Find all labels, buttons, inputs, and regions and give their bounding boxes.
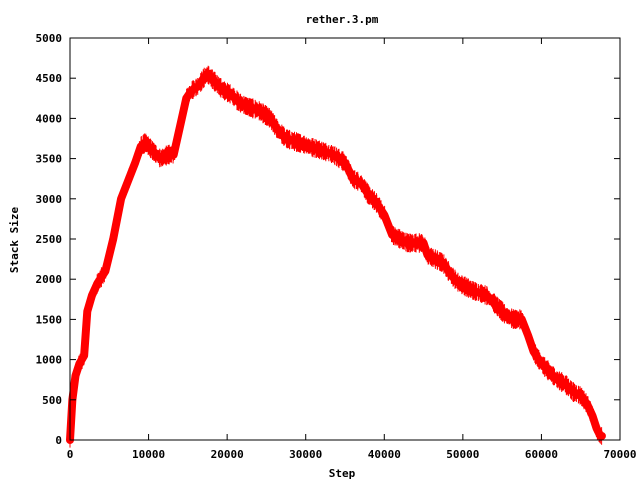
data-point	[149, 147, 156, 154]
data-point	[72, 372, 79, 379]
x-tick-label: 40000	[368, 448, 401, 461]
y-tick-label: 4500	[36, 72, 63, 85]
data-point	[294, 139, 301, 146]
x-tick-label: 10000	[132, 448, 165, 461]
data-point	[283, 135, 290, 142]
data-point	[432, 256, 439, 263]
data-point	[577, 392, 584, 399]
data-point	[306, 143, 313, 150]
y-tick-label: 2500	[36, 233, 63, 246]
data-point	[538, 360, 545, 367]
data-point	[471, 288, 478, 295]
data-point	[584, 400, 590, 407]
data-point	[94, 280, 101, 287]
data-point	[593, 424, 600, 431]
data-point	[76, 360, 83, 367]
x-tick-label: 30000	[289, 448, 322, 461]
x-tick-label: 50000	[446, 448, 479, 461]
y-tick-label: 0	[55, 434, 62, 447]
data-point	[142, 139, 149, 146]
y-tick-label: 1000	[36, 354, 63, 367]
y-tick-label: 3500	[36, 153, 63, 166]
data-point	[495, 304, 502, 311]
data-point	[212, 79, 219, 86]
data-point	[598, 432, 605, 439]
data-point	[448, 272, 455, 279]
data-point	[342, 159, 348, 166]
data-point	[183, 95, 190, 102]
data-point	[503, 312, 510, 319]
data-point	[177, 123, 183, 130]
y-tick-label: 2000	[36, 273, 63, 286]
data-point	[562, 380, 568, 387]
y-tick-label: 5000	[36, 32, 63, 45]
x-tick-label: 20000	[211, 448, 244, 461]
data-point	[463, 284, 470, 291]
data-point	[381, 211, 388, 218]
data-point	[170, 151, 177, 158]
data-point	[204, 71, 211, 78]
series-layer	[66, 65, 606, 448]
ticks-layer: 0 10000 20000 30000 40000 50000 60000 70000 0 500…	[36, 32, 637, 461]
data-point	[424, 252, 431, 259]
data-point	[110, 236, 117, 242]
data-point	[89, 292, 95, 299]
series-0	[66, 65, 606, 448]
data-point	[420, 240, 427, 247]
x-tick-label: 70000	[603, 448, 636, 461]
data-point	[349, 175, 356, 182]
data-point	[397, 236, 403, 242]
data-point	[365, 191, 372, 198]
data-point	[118, 195, 125, 202]
y-tick-label: 3000	[36, 193, 63, 206]
data-point	[243, 103, 250, 110]
data-point	[404, 240, 411, 247]
data-point	[275, 127, 282, 134]
data-point	[357, 179, 364, 186]
y-axis-label: Stack Size	[8, 207, 21, 274]
data-point	[137, 143, 144, 150]
data-point	[483, 292, 490, 299]
data-point	[389, 231, 396, 238]
data-point	[81, 352, 88, 359]
data-point	[220, 87, 227, 94]
data-point	[102, 268, 109, 275]
data-point	[530, 348, 537, 355]
data-point	[546, 368, 553, 375]
y-tick-label: 4000	[36, 112, 63, 125]
data-point	[373, 199, 380, 206]
data-point	[525, 332, 532, 339]
data-point	[569, 388, 576, 395]
y-tick-label: 1500	[36, 313, 63, 326]
data-point	[330, 151, 337, 158]
data-point	[455, 280, 462, 287]
data-point	[125, 175, 132, 182]
data-point	[255, 107, 262, 114]
data-point	[195, 83, 202, 90]
data-point	[132, 159, 139, 166]
data-point	[188, 87, 195, 94]
data-point	[84, 308, 91, 315]
chart-title: rether.3.pm	[306, 13, 379, 26]
x-axis-label: Step	[329, 467, 356, 480]
data-point	[157, 155, 164, 162]
x-tick-label: 0	[67, 448, 74, 461]
data-point	[267, 115, 274, 122]
data-point	[412, 240, 419, 247]
data-point	[440, 260, 447, 267]
data-point	[318, 147, 325, 154]
data-point	[235, 99, 242, 106]
data-point	[518, 316, 525, 323]
x-tick-label: 60000	[525, 448, 558, 461]
data-point	[200, 75, 207, 82]
data-point	[165, 151, 172, 158]
data-point	[554, 376, 561, 383]
data-point	[510, 316, 517, 323]
y-tick-label: 500	[42, 394, 62, 407]
data-point	[228, 91, 235, 98]
data-point	[589, 412, 596, 419]
